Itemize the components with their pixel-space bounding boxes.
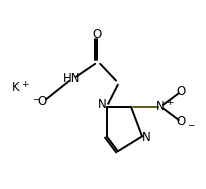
Text: N: N	[142, 131, 151, 144]
Text: O: O	[177, 85, 186, 98]
Text: −: −	[32, 94, 39, 103]
Text: N: N	[98, 98, 107, 111]
Text: N: N	[156, 100, 165, 113]
Text: +: +	[166, 98, 173, 107]
Text: HN: HN	[63, 72, 80, 85]
Text: O: O	[177, 115, 186, 128]
Text: O: O	[93, 28, 102, 41]
Text: −: −	[187, 120, 194, 129]
Text: K: K	[12, 81, 19, 94]
Text: +: +	[21, 80, 29, 89]
Text: O: O	[37, 94, 46, 108]
